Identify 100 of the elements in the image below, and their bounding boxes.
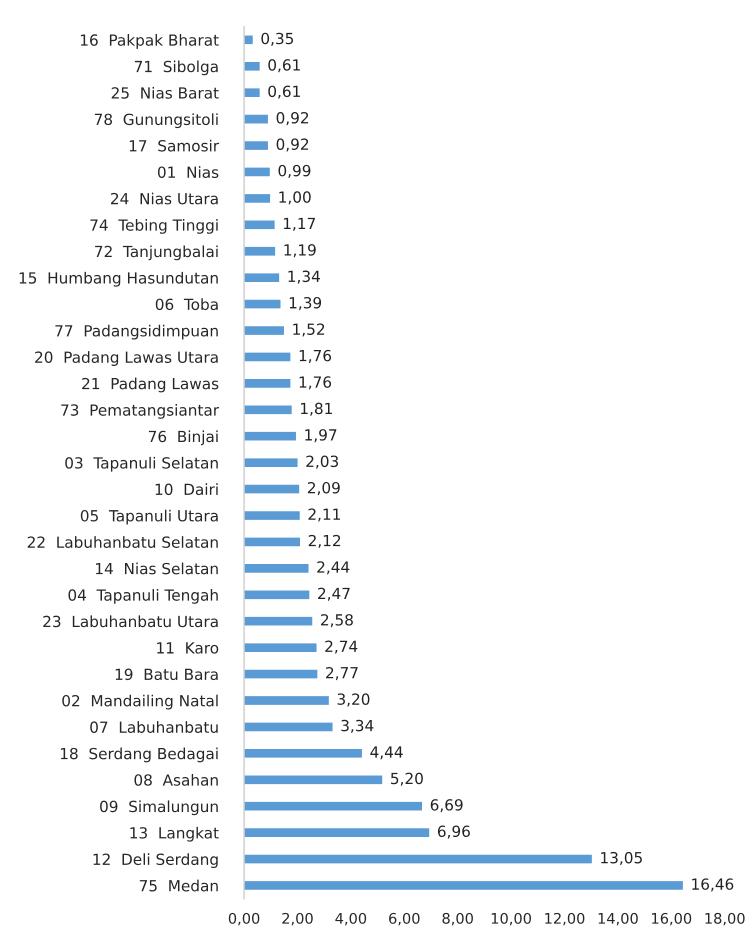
data-label: 1,19 bbox=[284, 244, 316, 258]
x-tick-label: 4,00 bbox=[335, 912, 366, 926]
bar bbox=[244, 272, 281, 284]
bar bbox=[244, 536, 302, 548]
data-label: 0,92 bbox=[276, 112, 308, 126]
data-label: 13,05 bbox=[601, 852, 642, 866]
x-tick-label: 0,00 bbox=[228, 912, 260, 926]
y-tick-label: 03 Tapanuli Selatan bbox=[65, 456, 218, 472]
data-label: 2,47 bbox=[318, 588, 350, 601]
data-label: 2,12 bbox=[308, 534, 340, 548]
y-tick-label: 14 Nias Selatan bbox=[96, 562, 218, 574]
y-tick-label: 20 Padang Lawas Utara bbox=[35, 351, 218, 366]
y-tick-label: 13 Langkat bbox=[130, 826, 219, 842]
bar bbox=[244, 219, 276, 231]
bar bbox=[244, 192, 272, 204]
bar bbox=[244, 880, 684, 892]
y-tick-label: 01 Nias bbox=[158, 166, 218, 178]
bar bbox=[244, 34, 254, 46]
bar bbox=[244, 113, 270, 125]
y-tick-label: 75 Medan bbox=[140, 880, 218, 892]
bar bbox=[244, 694, 330, 706]
bar bbox=[244, 456, 299, 468]
data-label: 0,99 bbox=[278, 164, 310, 178]
data-label: 2,03 bbox=[306, 456, 338, 469]
y-tick-label: 22 Labuhanbatu Selatan bbox=[28, 536, 218, 548]
data-label: 0,35 bbox=[261, 32, 294, 46]
data-label: 1,76 bbox=[300, 350, 332, 363]
y-tick-label: 24 Nias Utara bbox=[111, 192, 218, 204]
data-label: 0,92 bbox=[276, 138, 308, 152]
data-label: 2,77 bbox=[326, 666, 358, 680]
bar bbox=[244, 562, 310, 574]
bar bbox=[244, 298, 282, 310]
y-tick-label: 71 Sibolga bbox=[134, 60, 218, 76]
data-label: 1,00 bbox=[279, 191, 311, 204]
data-label: 1,76 bbox=[300, 376, 332, 390]
data-label: 0,61 bbox=[268, 86, 300, 99]
bar bbox=[244, 378, 292, 390]
data-label: 6,96 bbox=[438, 826, 470, 839]
data-label: 2,09 bbox=[308, 482, 340, 496]
y-tick-label: 10 Dairi bbox=[156, 483, 218, 496]
x-tick-label: 10,00 bbox=[492, 912, 532, 926]
bar bbox=[244, 774, 384, 786]
data-label: 2,74 bbox=[325, 640, 358, 654]
data-label: 1,39 bbox=[290, 296, 322, 310]
x-tick-label: 12,00 bbox=[545, 912, 584, 926]
data-label: 2,58 bbox=[321, 614, 353, 628]
data-label: 16,46 bbox=[692, 878, 734, 892]
bar bbox=[244, 86, 262, 98]
x-tick-label: 6,00 bbox=[389, 912, 420, 926]
y-tick-label: 17 Samosir bbox=[130, 140, 220, 152]
data-label: 1,52 bbox=[293, 323, 324, 337]
data-label: 2,11 bbox=[308, 508, 340, 522]
y-tick-label: 72 Tanjungbalai bbox=[95, 245, 218, 260]
x-tick-label: 16,00 bbox=[652, 912, 692, 926]
y-tick-label: 23 Labuhanbatu Utara bbox=[43, 615, 218, 628]
y-tick-label: 16 Pakpak Bharat bbox=[80, 34, 219, 49]
y-tick-label: 08 Asahan bbox=[134, 774, 218, 786]
bar bbox=[244, 853, 594, 865]
bar bbox=[244, 246, 277, 257]
y-tick-label: 09 Simalungun bbox=[100, 800, 218, 816]
data-label: 1,34 bbox=[288, 270, 320, 284]
y-tick-label: 07 Labuhanbatu bbox=[90, 721, 218, 733]
bar bbox=[244, 826, 431, 838]
bar bbox=[244, 351, 292, 363]
x-tick-label: 14,00 bbox=[598, 912, 638, 926]
y-tick-label: 05 Tapanuli Utara bbox=[80, 510, 218, 524]
y-tick-label: 77 Padangsidimpuan bbox=[55, 324, 218, 340]
y-tick-label: 18 Serdang Bedagai bbox=[60, 748, 218, 762]
y-tick-label: 15 Humbang Hasundutan bbox=[20, 272, 218, 287]
y-tick-label: 21 Padang Lawas bbox=[82, 378, 218, 392]
bar bbox=[244, 324, 286, 336]
y-tick-label: 12 Deli Serdang bbox=[94, 853, 218, 868]
y-tick-label: 06 Toba bbox=[156, 298, 218, 310]
bar bbox=[244, 404, 294, 416]
data-label: 3,34 bbox=[341, 720, 374, 733]
bar bbox=[244, 616, 314, 627]
bar bbox=[244, 642, 318, 654]
data-label: 3,20 bbox=[338, 693, 370, 706]
y-tick-label: 73 Pematangsiantar bbox=[61, 404, 220, 419]
bar bbox=[244, 800, 424, 812]
data-label: 4,44 bbox=[370, 746, 403, 760]
x-tick-label: 18,00 bbox=[705, 912, 745, 926]
y-tick-label: 78 Gunungsitoli bbox=[94, 113, 218, 128]
bar bbox=[244, 140, 270, 152]
data-label: 1,81 bbox=[301, 402, 332, 416]
y-tick-label: 76 Binjai bbox=[148, 430, 218, 446]
bar bbox=[244, 166, 272, 178]
x-tick-label: 2,00 bbox=[282, 912, 313, 926]
bar bbox=[244, 721, 334, 733]
data-label: 5,20 bbox=[391, 772, 423, 786]
bar bbox=[244, 483, 301, 495]
y-tick-label: 19 Batu Bara bbox=[116, 668, 218, 680]
y-tick-label: 11 Karo bbox=[157, 642, 218, 654]
data-label: 6,69 bbox=[430, 799, 463, 812]
y-tick-label: 25 Nias Barat bbox=[112, 86, 219, 99]
bar bbox=[244, 60, 262, 72]
y-tick-label: 02 Mandailing Natal bbox=[62, 694, 218, 710]
bar bbox=[244, 589, 311, 601]
x-tick-label: 8,00 bbox=[442, 912, 473, 926]
y-tick-label: 04 Tapanuli Tengah bbox=[68, 588, 218, 604]
